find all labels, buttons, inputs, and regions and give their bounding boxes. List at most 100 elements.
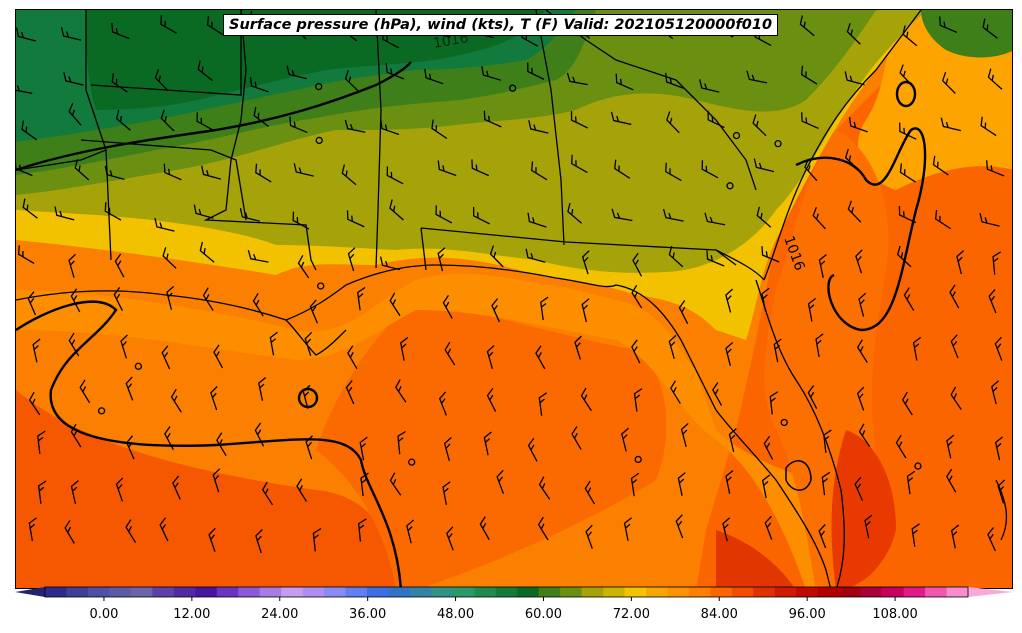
wind-barb [856,339,868,363]
wind-barb [902,25,918,47]
colorbar-cell [409,587,432,597]
wind-barb [491,298,501,323]
wind-barb [844,148,860,171]
colorbar-cell [345,587,368,597]
wind-barb [304,331,313,357]
wind-barb [704,212,726,226]
wind-barb [104,165,125,180]
colorbar-tick-label: 24.00 [261,607,299,622]
wind-barb [858,292,867,317]
colorbar-tick-label: 108.00 [872,607,918,622]
wind-barb [668,334,677,359]
calm-wind-circle [634,455,642,464]
wind-barb [359,436,368,461]
colorbar-cell [195,587,218,597]
wind-barb [847,200,862,223]
wind-barb [899,163,916,183]
wind-barb [630,472,640,497]
wind-barb [309,299,319,324]
wind-barb [166,285,175,310]
wind-barb [431,119,448,140]
calm-wind-circle [408,458,416,466]
wind-barb [540,296,549,321]
wind-barb [239,207,260,222]
colorbar-cell [173,587,196,597]
colorbar-cell [474,587,497,597]
wind-barb [982,18,998,39]
colorbar-extend-high [968,587,1013,597]
wind-barb [895,434,907,459]
wind-barb [406,519,415,544]
wind-barb [670,380,681,404]
wind-barb [570,111,589,129]
colorbar-cell [646,587,668,597]
wind-barb [812,206,826,230]
wind-barb [395,379,407,403]
wind-barb [164,426,174,450]
wind-barb [125,519,137,543]
wind-barb [201,165,222,180]
wind-barb [255,529,263,554]
wind-barb [987,527,996,552]
wind-barb [706,250,725,267]
colorbar-cell [603,587,626,597]
wind-barb [662,208,684,222]
wind-barb [615,73,634,91]
wind-barb [258,377,267,401]
wind-barb [858,423,871,447]
wind-barb [632,252,643,277]
colorbar-cell [581,587,604,597]
wind-barb [79,379,91,404]
wind-barb [483,110,502,128]
wind-barb [623,517,633,542]
wind-barb [614,159,631,179]
wind-barb [527,437,538,462]
wind-barb [761,246,780,263]
wind-barb [752,114,767,137]
wind-barb [901,391,913,416]
calm-wind-circle [317,282,325,290]
wind-barb [125,376,134,401]
wind-barb [807,385,818,409]
wind-barb [344,70,360,92]
wind-barb [345,380,355,405]
colorbar-tick-label: 60.00 [524,607,563,622]
wind-barb [950,386,962,410]
wind-barb [677,472,686,496]
wind-barb [941,71,956,94]
wind-barb [68,332,80,357]
wind-barb [170,388,182,413]
wind-barb [27,291,37,316]
colorbar-cell [431,587,454,597]
wind-barb [389,199,404,221]
colorbar-tick-label: 84.00 [700,607,738,622]
wind-barb [68,103,82,126]
wind-barb [699,79,720,93]
wind-barb [818,254,827,278]
wind-barb [358,518,367,542]
colorbar-cell [281,587,304,597]
wind-barb [32,338,41,363]
colorbar-cell [946,587,969,597]
wind-barb [807,297,817,322]
wind-barb [472,206,491,225]
colorbar-cell [495,587,518,597]
wind-barb [346,210,365,228]
wind-barb [856,386,865,411]
wind-barb [574,335,582,360]
wind-barb [728,428,737,453]
calm-wind-circle [780,418,788,427]
wind-barb [247,249,269,263]
wind-barb [899,64,914,87]
wind-barb [949,284,960,309]
wind-barb [60,27,82,41]
colorbar-cell [796,587,819,597]
wind-barb [538,392,548,416]
wind-barb [193,204,214,219]
wind-barb [261,481,274,506]
wind-barb [950,524,960,549]
wind-barb [665,162,682,182]
wind-barb [527,212,547,228]
wind-barb [531,161,548,181]
colorbar-cell [87,587,110,597]
